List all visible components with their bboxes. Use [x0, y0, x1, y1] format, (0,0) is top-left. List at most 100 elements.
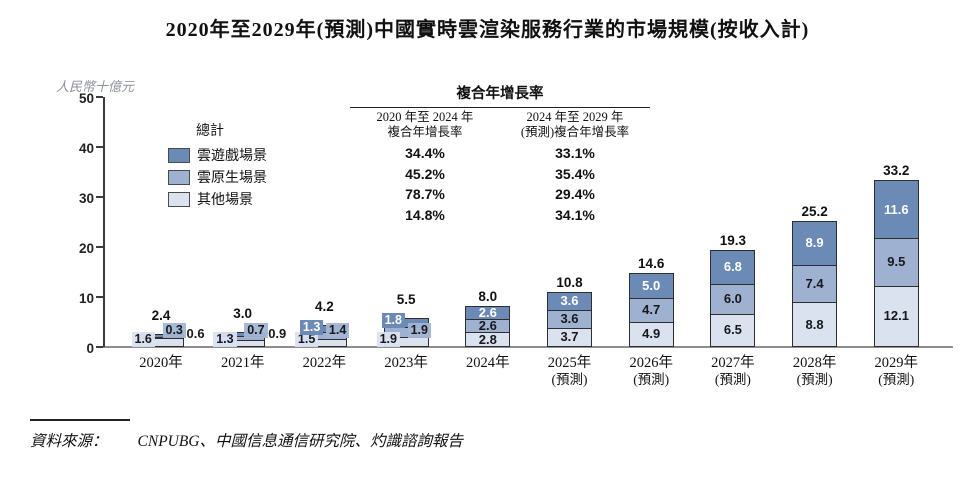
- x-tick-label: 2024年: [448, 354, 528, 372]
- x-tick-year: 2023年: [384, 355, 428, 371]
- legend-label: 雲原生場景: [197, 171, 267, 186]
- y-tick-mark: [96, 346, 103, 348]
- y-tick-mark: [96, 246, 103, 248]
- bar-outside-label: 0.6: [186, 326, 205, 341]
- bar-chip-label: 1.5: [294, 332, 319, 347]
- bar-segment-gaming: 5.0: [628, 273, 674, 299]
- x-tick-label: 2028年 (預測): [775, 354, 855, 389]
- y-tick-mark: [96, 196, 103, 198]
- bar-outside-label: 0.9: [268, 326, 287, 341]
- cagr-value: 14.8%: [405, 206, 445, 223]
- bar-segment-label: 9.5: [887, 254, 906, 270]
- legend-swatch-other: [168, 191, 190, 207]
- cagr-value: 34.4%: [405, 145, 445, 161]
- cagr-value: 78.7%: [405, 186, 445, 202]
- legend-items: 雲遊戲場景 雲原生場景 其他場景: [168, 144, 267, 210]
- source-label: 資料來源：: [30, 433, 108, 450]
- bar-total-label: 3.0: [233, 305, 253, 321]
- x-tick-label: 2027年 (預測): [693, 354, 773, 389]
- bar-segment-label: 2.6: [478, 317, 497, 333]
- bar-chip-label: 0.3: [162, 323, 186, 338]
- plot-area: 0 10 20 30 40 50 1.6 0.3 0.6 2.4 2020年 1.3 0.7 0.9 3.0…: [79, 91, 945, 387]
- bar-total-label: 19.3: [719, 232, 747, 248]
- cagr-column-2020-2024: 2020 年至 2024 年 複合年增長率 34.4% 45.2% 78.7% 14.…: [350, 110, 500, 225]
- bar-segment-label: 8.9: [805, 235, 824, 251]
- x-tick-forecast-note: (預測): [796, 372, 833, 388]
- legend-label: 其他場景: [197, 193, 253, 208]
- y-tick-mark: [96, 96, 103, 98]
- x-tick-year: 2027年: [711, 355, 755, 371]
- bar-segment-native: 7.4: [792, 265, 838, 303]
- bar-total-label: 4.2: [315, 299, 334, 314]
- x-tick-label: 2021年: [203, 354, 283, 372]
- y-axis-unit-label: 人民幣十億元: [56, 79, 135, 94]
- bar-segment-label: 3.6: [560, 292, 579, 308]
- source: 資料來源： CNPUBG、中國信息通信研究院、灼識諮詢報告: [30, 429, 463, 451]
- legend: 總計 雲遊戲場景 雲原生場景 其他場景: [168, 122, 267, 210]
- bar-total-label: 25.2: [801, 203, 828, 219]
- cagr-col1-values: 34.4% 45.2% 78.7% 14.8%: [350, 143, 500, 225]
- x-tick-year: 2026年: [629, 355, 673, 371]
- source-divider: [30, 419, 130, 421]
- x-tick-forecast-note: (預測): [878, 372, 915, 388]
- bar-segment-gaming: 11.6: [873, 180, 919, 239]
- bar-segment-label: 3.7: [560, 329, 579, 345]
- x-tick-year: 2024年: [466, 355, 510, 371]
- cagr-value: 33.1%: [555, 145, 595, 161]
- cagr-table: 複合年增長率 2020 年至 2024 年 複合年增長率 34.4% 45.2% 7…: [350, 82, 650, 225]
- y-tick-mark: [96, 146, 103, 148]
- bar-segment-label: 7.4: [805, 275, 824, 291]
- x-tick-year: 2020年: [139, 355, 183, 371]
- bar-segment-native: 3.6: [547, 309, 592, 329]
- x-tick-forecast-note: (預測): [714, 372, 751, 388]
- bar-total-label: 14.6: [638, 256, 665, 271]
- x-tick-year: 2025年: [547, 355, 592, 371]
- cagr-col2-header: 2024 年至 2029 年 (預測)複合年增長率: [520, 110, 630, 139]
- y-tick-label: 0: [86, 341, 94, 356]
- legend-item: 雲原生場景: [168, 166, 267, 188]
- cagr-value: 35.4%: [555, 165, 595, 182]
- bar-segment-gaming: 3.6: [547, 291, 592, 311]
- y-tick-label: 50: [78, 91, 94, 106]
- bar-segment-label: 8.8: [805, 316, 824, 332]
- bar-total-label: 10.8: [556, 274, 583, 290]
- x-tick-label: 2022年: [284, 354, 364, 372]
- x-tick-label: 2025年 (預測): [530, 354, 610, 389]
- bar-segment-label: 6.5: [723, 322, 742, 338]
- bar-segment-label: 6.0: [723, 290, 742, 306]
- bar-segment-other: 3.7: [547, 327, 592, 347]
- bar-chip-label: 1.8: [381, 313, 405, 328]
- bar-chip-label: 1.4: [325, 323, 350, 338]
- legend-item: 其他場景: [168, 188, 267, 210]
- bar-segment-native: 9.5: [873, 238, 919, 287]
- bar-segment-other: 4.9: [628, 321, 674, 347]
- y-tick-label: 40: [78, 141, 94, 156]
- y-tick-label: 20: [78, 241, 94, 256]
- bar-total-label: 8.0: [478, 289, 498, 304]
- bar-segment-label: 5.0: [642, 277, 661, 293]
- cagr-column-2024-2029: 2024 年至 2029 年 (預測)複合年增長率 33.1% 35.4% 29.4…: [500, 110, 650, 225]
- y-tick-mark: [96, 296, 103, 298]
- bar-segment-label: 3.6: [560, 310, 579, 326]
- x-tick-label: 2026年 (預測): [611, 354, 691, 389]
- x-tick-label: 2020年: [121, 354, 201, 372]
- bar-chip-label: 1.3: [299, 320, 324, 335]
- x-tick-forecast-note: (預測): [551, 372, 588, 388]
- x-tick-year: 2028年: [792, 355, 837, 371]
- bar-segment-other: 8.8: [792, 302, 838, 347]
- x-tick-year: 2021年: [220, 355, 265, 371]
- bar-total-label: 33.2: [883, 163, 910, 178]
- bar-chip-label: 1.3: [213, 332, 237, 347]
- bar-total-label: 5.5: [396, 292, 416, 307]
- bar-chip-label: 1.9: [376, 332, 400, 347]
- bar-segment-gaming: 2.6: [465, 304, 511, 320]
- x-axis-line: [100, 345, 953, 348]
- legend-swatch-gaming: [168, 147, 190, 163]
- bar-segment-label: 2.6: [478, 304, 497, 320]
- cagr-col1-header: 2020 年至 2024 年 複合年增長率: [376, 110, 474, 139]
- bar-segment-label: 4.9: [642, 326, 661, 342]
- bar-segment-label: 4.7: [642, 302, 661, 318]
- cagr-value: 34.1%: [555, 206, 595, 223]
- cagr-value: 29.4%: [555, 186, 595, 202]
- x-tick-year: 2022年: [302, 355, 347, 371]
